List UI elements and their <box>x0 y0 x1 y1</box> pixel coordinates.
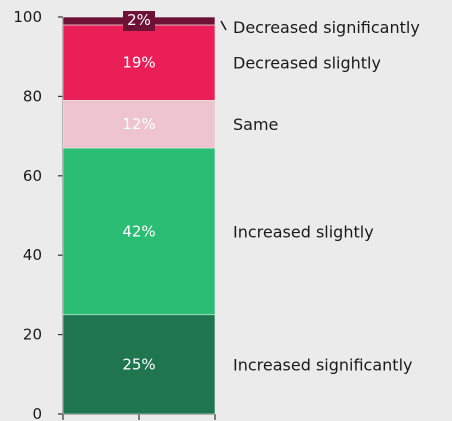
y-tick-label: 20 <box>23 326 42 344</box>
y-tick-label: 80 <box>23 87 42 105</box>
legend-label-same: Same <box>233 115 278 134</box>
y-tick-label: 60 <box>23 167 42 185</box>
bar-segment-increased-slightly <box>62 147 216 316</box>
bar-segment-increased-significantly <box>62 314 216 415</box>
segment-value-label: 25% <box>122 355 155 373</box>
segment-value-label: 19% <box>122 54 155 72</box>
legend-leader-line <box>220 20 227 31</box>
legend-label-increased-significantly: Increased significantly <box>233 355 412 374</box>
x-axis <box>62 413 216 420</box>
segment-label-tab <box>123 11 155 31</box>
legend-label-decreased-slightly: Decreased slightly <box>233 54 381 73</box>
legend: Increased significantly Increased slightl… <box>220 18 420 374</box>
bar-segment-same <box>62 100 216 149</box>
segment-value-label: 42% <box>122 222 155 240</box>
segment-value-label: 12% <box>122 115 155 133</box>
y-tick-label: 40 <box>23 246 42 264</box>
y-tick-label: 0 <box>32 405 42 421</box>
bar-segments: 25% 42% 12% 19% 2% <box>62 11 216 415</box>
y-tick-label: 100 <box>13 8 42 26</box>
legend-label-decreased-significantly: Decreased significantly <box>233 18 420 37</box>
bar-segment-decreased-slightly <box>62 24 216 101</box>
legend-label-increased-slightly: Increased slightly <box>233 222 374 241</box>
y-axis: 0 20 40 60 80 100 <box>13 8 64 421</box>
segment-value-label: 2% <box>127 11 151 29</box>
